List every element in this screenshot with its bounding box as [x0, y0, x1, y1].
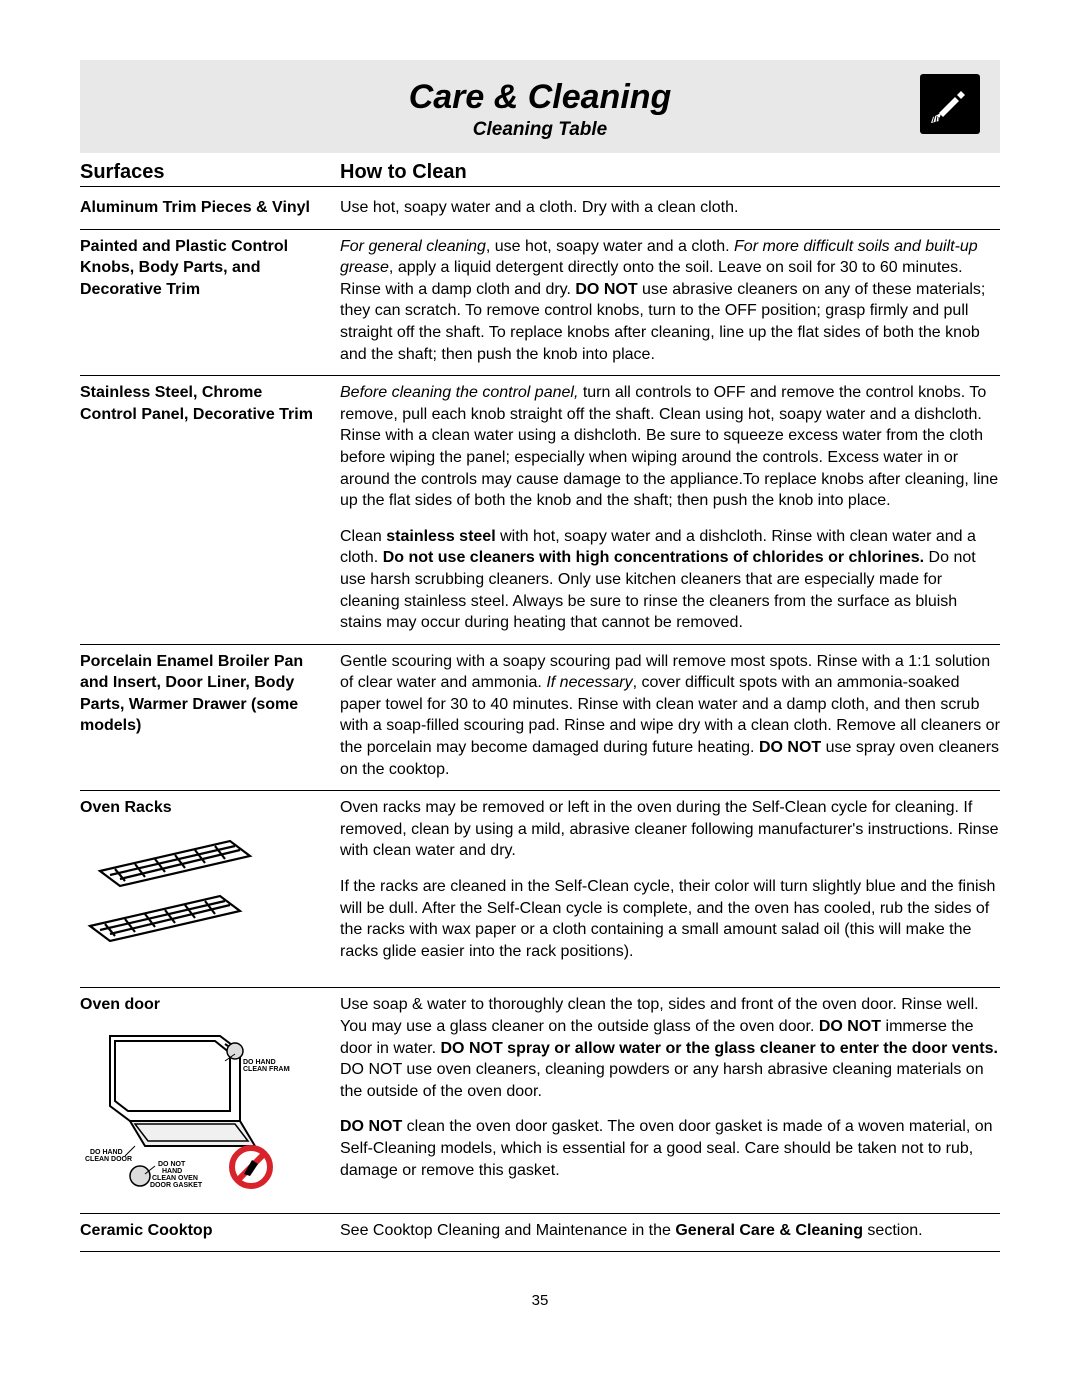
surface-aluminum: Aluminum Trim Pieces & Vinyl: [80, 197, 340, 219]
table-row: Painted and Plastic Control Knobs, Body …: [80, 230, 1000, 377]
svg-text:HAND: HAND: [162, 1168, 182, 1175]
table-row: Porcelain Enamel Broiler Pan and Insert,…: [80, 645, 1000, 792]
text: Use hot, soapy water and a cloth. Dry wi…: [340, 197, 1000, 219]
howto-racks: Oven racks may be removed or left in the…: [340, 797, 1000, 977]
table-row: Oven door: [80, 988, 1000, 1213]
label-no-clean-gasket: DO NOT: [158, 1161, 186, 1168]
col-howto-header: How to Clean: [340, 161, 1000, 184]
oven-racks-illustration: [80, 831, 270, 971]
cleaning-icon: [920, 74, 980, 134]
label-clean-door: DO HAND: [90, 1149, 123, 1156]
svg-text:CLEAN DOOR: CLEAN DOOR: [85, 1156, 132, 1163]
text: For general cleaning, use hot, soapy wat…: [340, 236, 1000, 366]
page-title: Care & Cleaning: [104, 78, 976, 117]
howto-aluminum: Use hot, soapy water and a cloth. Dry wi…: [340, 197, 1000, 219]
howto-stainless: Before cleaning the control panel, turn …: [340, 382, 1000, 634]
surface-racks: Oven Racks: [80, 797, 340, 977]
svg-text:DOOR GASKET: DOOR GASKET: [150, 1182, 203, 1189]
howto-door: Use soap & water to thoroughly clean the…: [340, 994, 1000, 1202]
surface-ceramic: Ceramic Cooktop: [80, 1220, 340, 1242]
howto-porcelain: Gentle scouring with a soapy scouring pa…: [340, 651, 1000, 781]
howto-ceramic: See Cooktop Cleaning and Maintenance in …: [340, 1220, 1000, 1242]
surface-painted: Painted and Plastic Control Knobs, Body …: [80, 236, 340, 366]
text: Gentle scouring with a soapy scouring pa…: [340, 651, 1000, 781]
oven-door-illustration: DO HAND CLEAN FRAME DO HAND CLEAN DOOR D…: [80, 1026, 290, 1196]
page-number: 35: [80, 1292, 1000, 1309]
label: Oven Racks: [80, 799, 172, 816]
text: Before cleaning the control panel, turn …: [340, 382, 1000, 512]
text: If the racks are cleaned in the Self-Cle…: [340, 876, 1000, 962]
table-row: Ceramic Cooktop See Cooktop Cleaning and…: [80, 1214, 1000, 1253]
prohibit-icon: [232, 1148, 270, 1186]
svg-text:CLEAN FRAME: CLEAN FRAME: [243, 1066, 290, 1073]
svg-text:CLEAN OVEN: CLEAN OVEN: [152, 1175, 198, 1182]
surface-door: Oven door: [80, 994, 340, 1202]
table-row: Aluminum Trim Pieces & Vinyl Use hot, so…: [80, 191, 1000, 230]
col-surfaces-header: Surfaces: [80, 161, 340, 184]
howto-painted: For general cleaning, use hot, soapy wat…: [340, 236, 1000, 366]
label-clean-frame: DO HAND: [243, 1059, 276, 1066]
text: DO NOT clean the oven door gasket. The o…: [340, 1116, 1000, 1181]
page-subtitle: Cleaning Table: [104, 119, 976, 141]
header-band: Care & Cleaning Cleaning Table: [80, 60, 1000, 153]
column-headers: Surfaces How to Clean: [80, 161, 1000, 187]
table-row: Stainless Steel, Chrome Control Panel, D…: [80, 376, 1000, 645]
table-row: Oven Racks: [80, 791, 1000, 988]
text: Clean stainless steel with hot, soapy wa…: [340, 526, 1000, 634]
surface-stainless: Stainless Steel, Chrome Control Panel, D…: [80, 382, 340, 634]
text: Oven racks may be removed or left in the…: [340, 797, 1000, 862]
surface-porcelain: Porcelain Enamel Broiler Pan and Insert,…: [80, 651, 340, 781]
label: Oven door: [80, 996, 160, 1013]
text: Use soap & water to thoroughly clean the…: [340, 994, 1000, 1102]
text: See Cooktop Cleaning and Maintenance in …: [340, 1220, 1000, 1242]
